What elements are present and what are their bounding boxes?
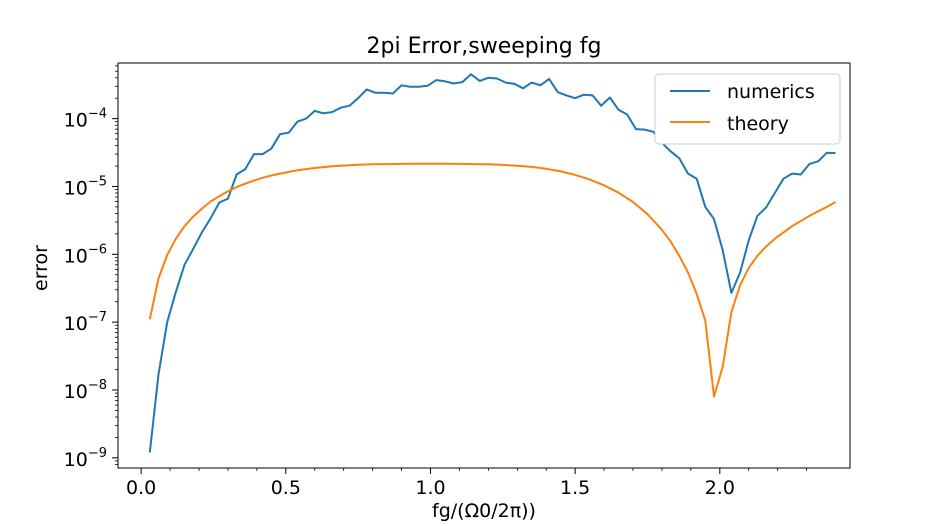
y-tick-label: 10−9 — [64, 446, 107, 471]
x-tick-label: 1.0 — [415, 477, 445, 499]
x-tick-label: 1.5 — [560, 477, 590, 499]
x-axis: 0.0 0.5 1.0 1.5 2.0 — [126, 468, 808, 499]
chart-title: 2pi Error,sweeping fg — [367, 34, 602, 59]
legend-label-numerics: numerics — [727, 81, 815, 103]
x-tick-label: 2.0 — [705, 477, 735, 499]
series-line-theory — [148, 162, 836, 398]
y-tick-label: 10−4 — [64, 107, 107, 132]
x-tick-label: 0.5 — [271, 477, 301, 499]
y-tick-label: 10−8 — [64, 378, 107, 403]
y-tick-label: 10−6 — [64, 242, 107, 267]
x-axis-label: fg/(Ω0/2π)) — [432, 500, 536, 522]
y-axis: 10−9 10−8 10−7 10−6 10−5 10−4 — [64, 65, 118, 471]
plot-frame — [117, 62, 851, 469]
legend: numerics theory — [654, 73, 841, 145]
y-tick-label: 10−5 — [64, 174, 107, 199]
y-axis-label: error — [30, 245, 52, 291]
y-tick-label: 10−7 — [64, 310, 107, 335]
x-tick-label: 0.0 — [126, 477, 156, 499]
series-line-numerics — [148, 73, 836, 453]
legend-label-theory: theory — [727, 113, 789, 135]
series-layer — [148, 73, 836, 453]
